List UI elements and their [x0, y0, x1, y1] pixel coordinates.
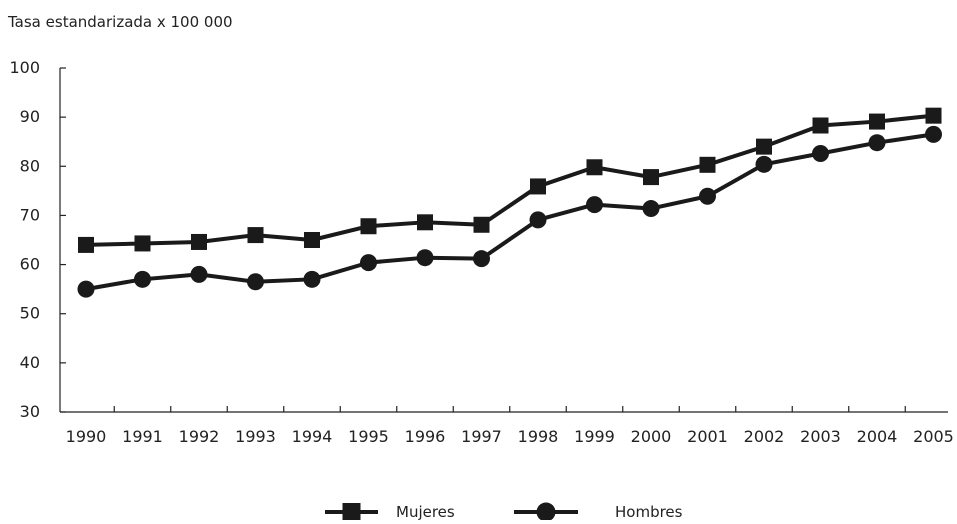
data-point-square	[360, 218, 377, 235]
data-point-square	[134, 235, 151, 252]
data-point-square	[869, 113, 885, 130]
data-point-square	[247, 227, 264, 244]
y-axis-ticks: 30 40 50 60 70 80 90 100	[9, 58, 66, 421]
data-point-circle	[77, 280, 95, 298]
data-point-circle	[190, 265, 208, 283]
x-tick-label: 2004	[857, 427, 898, 446]
x-tick-label: 2003	[800, 427, 841, 446]
y-tick-label: 40	[20, 353, 40, 372]
data-point-circle	[925, 125, 942, 143]
data-point-circle	[755, 155, 773, 173]
x-tick-label: 1998	[518, 427, 559, 446]
x-tick-label: 2002	[744, 427, 785, 446]
data-point-circle	[642, 200, 660, 218]
x-tick-label: 2001	[687, 427, 728, 446]
y-tick-label: 100	[9, 58, 40, 77]
data-point-square	[78, 236, 94, 253]
data-point-circle	[868, 134, 886, 152]
x-tick-label: 1994	[292, 427, 333, 446]
y-tick-label: 80	[20, 156, 40, 175]
data-point-circle	[699, 187, 716, 205]
data-point-circle	[416, 249, 434, 267]
series-layer	[77, 107, 942, 298]
x-tick-label: 1990	[66, 427, 107, 446]
data-point-square	[417, 214, 433, 231]
y-tick-label: 60	[20, 255, 40, 274]
x-tick-label: 1995	[348, 427, 389, 446]
y-tick-label: 50	[20, 304, 40, 323]
data-point-circle	[529, 211, 547, 229]
data-point-circle	[473, 250, 490, 268]
data-point-square	[191, 233, 207, 250]
x-axis-ticks: 1990 1991 1992 1993 1994 1995 1996 1997 1998 1999…	[66, 406, 954, 446]
series-line-hombres	[85, 132, 934, 292]
axes	[59, 68, 948, 413]
data-point-square	[925, 107, 942, 124]
x-tick-label: 2000	[631, 427, 672, 446]
data-point-circle	[360, 254, 377, 272]
legend-circle-marker	[536, 502, 556, 522]
data-point-square	[812, 117, 829, 134]
series-line-mujeres	[85, 113, 934, 247]
data-point-circle	[812, 145, 829, 163]
y-tick-label: 70	[20, 205, 40, 224]
data-point-circle	[586, 196, 603, 214]
x-tick-label: 1999	[574, 427, 615, 446]
legend-label: Mujeres	[396, 503, 455, 520]
data-point-circle	[303, 270, 321, 288]
y-tick-label: 90	[20, 107, 40, 126]
legend-item-mujeres: Mujeres	[325, 503, 455, 521]
data-point-square	[586, 159, 603, 176]
y-tick-label: 30	[20, 402, 40, 421]
x-tick-label: 1992	[179, 427, 220, 446]
data-point-square	[643, 169, 659, 186]
data-point-square	[304, 232, 320, 248]
legend-label: Hombres	[615, 503, 683, 520]
y-axis-title: Tasa estandarizada x 100 000	[7, 13, 233, 31]
x-tick-label: 1991	[122, 427, 163, 446]
data-point-circle	[134, 270, 151, 288]
data-point-square	[699, 156, 716, 173]
x-tick-label: 1996	[405, 427, 446, 446]
data-point-circle	[247, 273, 264, 291]
legend-item-hombres: Hombres	[514, 502, 683, 522]
x-tick-label: 1993	[235, 427, 276, 446]
data-point-square	[756, 138, 772, 155]
data-point-square	[473, 216, 490, 233]
data-point-square	[530, 178, 546, 195]
x-tick-label: 2005	[913, 427, 954, 446]
x-tick-label: 1997	[461, 427, 502, 446]
legend-square-marker	[342, 503, 361, 521]
legend: Mujeres Hombres	[325, 502, 683, 522]
